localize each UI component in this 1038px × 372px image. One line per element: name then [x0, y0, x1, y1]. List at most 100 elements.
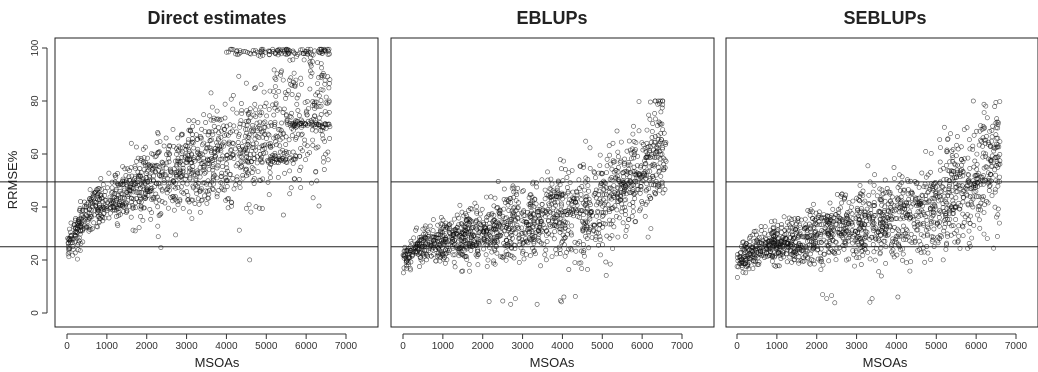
scatter-point	[132, 163, 138, 169]
scatter-point	[243, 205, 249, 211]
plot-frame	[725, 37, 1038, 328]
scatter-point	[550, 205, 556, 211]
scatter-point	[137, 166, 143, 171]
scatter-point	[995, 154, 1001, 160]
scatter-point	[298, 75, 304, 81]
x-tick-label: 4000	[551, 341, 574, 352]
scatter-point	[491, 217, 497, 223]
scatter-point	[166, 156, 172, 162]
scatter-point	[481, 221, 487, 227]
scatter-point	[99, 213, 105, 219]
scatter-point	[937, 159, 943, 165]
scatter-point	[163, 135, 169, 141]
scatter-point	[139, 204, 144, 210]
scatter-point	[297, 153, 302, 159]
scatter-point	[435, 245, 441, 251]
scatter-point	[629, 213, 635, 219]
scatter-point	[559, 191, 565, 197]
scatter-point	[324, 101, 330, 106]
scatter-point	[981, 210, 987, 215]
scatter-point	[622, 156, 627, 162]
scatter-point	[659, 181, 665, 187]
scatter-point	[291, 70, 297, 76]
scatter-point	[155, 180, 161, 186]
scatter-point	[930, 209, 936, 215]
scatter-point	[653, 149, 659, 155]
scatter-point	[603, 272, 609, 278]
scatter-point	[420, 251, 426, 256]
scatter-point	[236, 73, 242, 79]
scatter-point	[579, 248, 584, 254]
scatter-point	[475, 262, 481, 268]
scatter-point	[632, 148, 637, 154]
scatter-point	[867, 201, 872, 207]
scatter-point	[292, 123, 298, 129]
scatter-point	[302, 48, 308, 54]
scatter-point	[492, 238, 498, 243]
scatter-point	[536, 213, 541, 219]
scatter-point	[993, 172, 998, 178]
scatter-point	[309, 121, 315, 127]
scatter-point	[501, 206, 507, 212]
scatter-point	[136, 225, 142, 231]
scatter-point	[627, 162, 633, 168]
scatter-point	[469, 218, 475, 224]
scatter-point	[433, 232, 439, 238]
scatter-point	[188, 167, 194, 173]
scatter-point	[928, 169, 933, 175]
scatter-point	[310, 195, 316, 201]
scatter-point	[408, 238, 414, 244]
scatter-point	[984, 115, 990, 121]
scatter-point	[910, 190, 915, 196]
scatter-point	[292, 51, 298, 56]
scatter-point	[299, 131, 305, 137]
scatter-point	[248, 209, 254, 215]
scatter-point	[830, 225, 835, 230]
scatter-point	[239, 163, 245, 169]
scatter-point	[550, 197, 556, 203]
scatter-point	[924, 217, 930, 223]
scatter-point	[154, 194, 160, 200]
scatter-point	[891, 165, 897, 170]
scatter-point	[77, 231, 83, 237]
scatter-point	[325, 74, 331, 79]
scatter-point	[584, 206, 590, 212]
scatter-point	[501, 196, 507, 202]
scatter-point	[568, 245, 574, 251]
scatter-point	[635, 183, 640, 189]
scatter-point	[608, 185, 614, 191]
scatter-point	[458, 238, 464, 243]
scatter-point	[600, 192, 605, 198]
scatter-point	[740, 269, 746, 275]
scatter-point	[417, 264, 422, 269]
scatter-point	[542, 196, 548, 202]
scatter-point	[149, 210, 154, 215]
scatter-point	[908, 204, 914, 210]
scatter-point	[312, 48, 318, 54]
scatter-point	[584, 194, 590, 199]
scatter-point	[646, 112, 652, 118]
scatter-point	[280, 110, 286, 115]
scatter-point	[255, 52, 261, 58]
scatter-point	[908, 231, 914, 237]
scatter-point	[267, 170, 273, 176]
scatter-point	[156, 181, 162, 187]
scatter-point	[962, 156, 967, 162]
scatter-point	[170, 126, 176, 132]
scatter-point	[554, 208, 559, 214]
scatter-point	[109, 179, 115, 185]
scatter-point	[309, 52, 314, 58]
scatter-point	[430, 238, 436, 244]
scatter-point	[298, 81, 304, 87]
scatter-point	[624, 148, 630, 154]
scatter-point	[190, 156, 196, 162]
scatter-point	[94, 187, 99, 193]
scatter-point	[615, 149, 621, 155]
scatter-point	[603, 259, 609, 265]
scatter-point	[663, 141, 668, 147]
scatter-point	[649, 163, 655, 168]
scatter-point	[94, 209, 100, 215]
scatter-point	[653, 154, 659, 160]
scatter-point	[413, 227, 419, 233]
scatter-point	[305, 106, 311, 111]
